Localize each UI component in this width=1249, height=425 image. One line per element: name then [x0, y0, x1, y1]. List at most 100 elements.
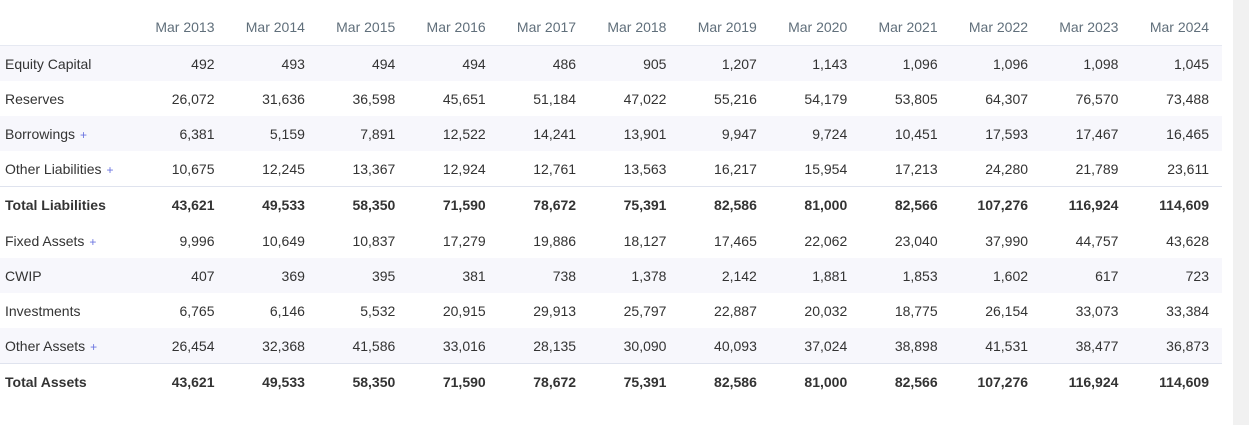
value-cell: 19,886: [533, 232, 577, 249]
year-header: Mar 2017: [498, 8, 590, 46]
row-label-cell: CWIP: [0, 258, 138, 293]
value-cell: 494: [408, 45, 499, 81]
year-header: Mar 2014: [227, 8, 318, 46]
expand-plus-icon[interactable]: +: [80, 127, 88, 142]
row-label: Reserves: [5, 90, 65, 107]
value-cell: 1,096: [860, 45, 951, 81]
row-label-cell[interactable]: Borrowings +: [0, 116, 138, 151]
year-header: Mar 2023: [1041, 8, 1132, 46]
value-cell: 1,143: [769, 45, 861, 81]
value-cell: 26,154: [985, 302, 1029, 319]
value-cell: 494: [317, 45, 409, 81]
year-header: Mar 2021: [860, 8, 951, 46]
value-cell: 17,467: [1041, 116, 1132, 151]
header-label-cell: [0, 8, 138, 46]
value-cell: 31,636: [262, 90, 305, 107]
value-cell: 116,924: [1041, 186, 1132, 223]
value-cell: 44,757: [1075, 232, 1119, 249]
value-cell: 12,761: [533, 160, 577, 177]
value-cell: 381: [408, 258, 499, 293]
value-cell: 493: [227, 45, 318, 81]
value-cell: 12,522: [408, 116, 499, 151]
table-row[interactable]: Borrowings +6,381 5,159 7,891 12,522 14,241 13…: [0, 116, 1222, 151]
value-cell: 24,280: [985, 160, 1029, 177]
table-header: Mar 2013 Mar 2014 Mar 2015 Mar 2016 Mar 2017…: [0, 8, 1222, 46]
value-cell: 51,184: [533, 90, 577, 107]
year-header: Mar 2024: [1131, 8, 1222, 46]
value-cell: 17,279: [442, 232, 486, 249]
expand-plus-icon[interactable]: +: [90, 339, 98, 354]
value-cell: 13,901: [589, 116, 680, 151]
row-label-cell: Investments: [0, 293, 137, 328]
value-cell: 33,384: [1166, 302, 1209, 319]
value-cell: 75,391: [589, 186, 680, 223]
value-cell: 26,454: [137, 328, 228, 364]
row-label-cell: Equity Capital: [0, 45, 138, 81]
value-cell: 617: [1041, 258, 1132, 293]
value-cell: 38,898: [860, 328, 951, 364]
value-cell: 10,451: [860, 116, 951, 151]
value-cell: 71,590: [408, 186, 499, 223]
value-cell: 13,367: [352, 160, 396, 177]
value-cell: 12,924: [442, 160, 486, 177]
value-cell: 369: [227, 258, 318, 293]
row-label: Total Liabilities: [5, 197, 106, 213]
year-header: Mar 2015: [317, 8, 409, 46]
expand-plus-icon[interactable]: +: [89, 234, 97, 249]
value-cell: 43,621: [137, 363, 228, 400]
expand-plus-icon[interactable]: +: [106, 162, 114, 177]
value-cell: 1,045: [1131, 45, 1222, 81]
value-cell: 12,245: [262, 160, 305, 177]
value-cell: 10,837: [352, 232, 396, 249]
value-cell: 1,602: [950, 258, 1042, 293]
value-cell: 82,566: [860, 363, 951, 400]
value-cell: 58,350: [317, 186, 409, 223]
value-cell: 30,090: [589, 328, 680, 364]
value-cell: 486: [498, 45, 590, 81]
row-label-cell[interactable]: Fixed Assets +: [0, 223, 137, 258]
value-cell: 43,621: [137, 186, 228, 223]
value-cell: 107,276: [950, 363, 1042, 400]
vertical-scrollbar[interactable]: [1233, 0, 1249, 425]
value-cell: 20,032: [804, 302, 848, 319]
value-cell: 407: [137, 258, 228, 293]
year-header: Mar 2013: [137, 8, 228, 46]
value-cell: 905: [589, 45, 680, 81]
value-cell: 82,586: [679, 186, 770, 223]
value-cell: 25,797: [623, 302, 667, 319]
value-cell: 15,954: [804, 160, 848, 177]
table-row[interactable]: Fixed Assets +9,996 10,649 10,837 17,279 19,8…: [0, 223, 1222, 258]
value-cell: 1,096: [950, 45, 1042, 81]
table-row[interactable]: Other Liabilities +10,675 12,245 13,367 12,9…: [0, 151, 1222, 187]
value-cell: 41,586: [317, 328, 409, 364]
value-cell: 47,022: [623, 90, 667, 107]
table-row[interactable]: Other Assets +26,454 32,368 41,586 33,016 28,…: [0, 328, 1222, 364]
value-cell: 41,531: [950, 328, 1042, 364]
value-cell: 1,881: [769, 258, 861, 293]
table-row: Investments 6,765 6,146 5,532 20,915 29,913 25…: [0, 293, 1222, 328]
value-cell: 78,672: [498, 363, 590, 400]
value-cell: 53,805: [894, 90, 938, 107]
row-label-cell: Total Assets: [0, 363, 138, 400]
row-label: Fixed Assets: [5, 232, 85, 249]
value-cell: 33,016: [408, 328, 499, 364]
value-cell: 45,651: [442, 90, 486, 107]
value-cell: 114,609: [1131, 186, 1222, 223]
value-cell: 1,853: [860, 258, 951, 293]
value-cell: 6,381: [137, 116, 228, 151]
value-cell: 82,586: [679, 363, 770, 400]
row-label-cell[interactable]: Other Liabilities +: [0, 151, 137, 187]
value-cell: 1,098: [1041, 45, 1132, 81]
value-cell: 492: [137, 45, 228, 81]
year-header: Mar 2020: [769, 8, 861, 46]
value-cell: 81,000: [769, 186, 861, 223]
year-header: Mar 2019: [679, 8, 770, 46]
value-cell: 6,146: [269, 302, 305, 319]
value-cell: 22,062: [804, 232, 848, 249]
row-label: Borrowings: [5, 125, 76, 142]
value-cell: 5,532: [360, 302, 396, 319]
value-cell: 14,241: [498, 116, 590, 151]
value-cell: 33,073: [1075, 302, 1119, 319]
row-label-cell[interactable]: Other Assets +: [0, 328, 138, 364]
table-row: Reserves 26,072 31,636 36,598 45,651 51,184 47…: [0, 81, 1222, 116]
